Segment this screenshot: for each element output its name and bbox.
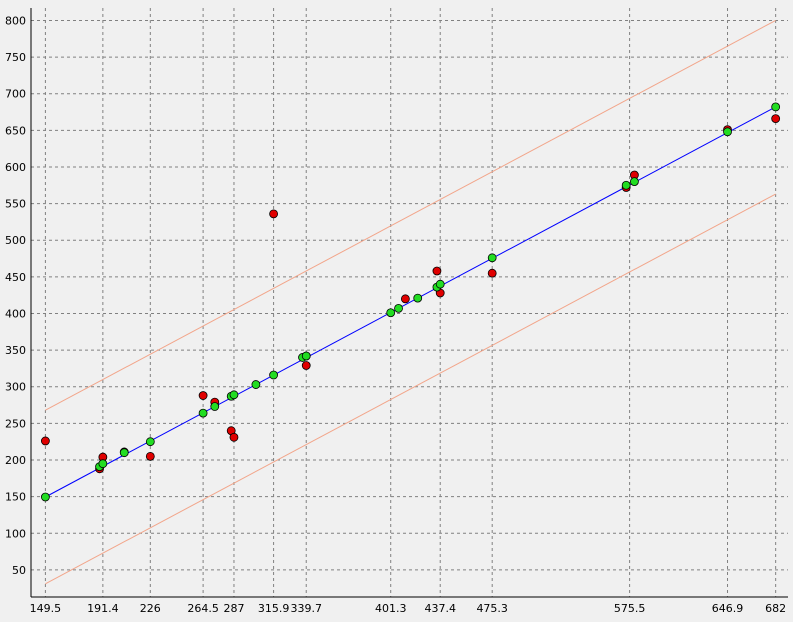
predicted-point: [413, 293, 423, 303]
x-tick-label: 682: [765, 602, 786, 615]
axes: [30, 8, 788, 598]
predicted-point: [435, 279, 445, 289]
predicted-point: [229, 390, 239, 400]
predicted-point: [487, 253, 497, 263]
x-tick-label: 437.4: [424, 602, 456, 615]
observed-point: [198, 391, 208, 400]
y-tick-label: 450: [5, 271, 26, 284]
x-tick-label: 287: [223, 602, 244, 615]
predicted-point: [301, 351, 311, 361]
predicted-point: [210, 402, 220, 411]
y-tick-label: 100: [5, 527, 26, 540]
x-tick-label: 575.5: [614, 602, 646, 615]
observed-point: [432, 266, 442, 276]
observed-point: [229, 432, 239, 442]
y-tick-label: 800: [5, 14, 26, 27]
predicted-point: [621, 180, 631, 190]
tick-labels: 50 100 150 200 250 300 350 400 450 500 550 600 650 70…: [5, 14, 786, 615]
observed-point: [487, 268, 497, 278]
predicted-point: [394, 303, 403, 313]
y-tick-label: 750: [5, 51, 26, 64]
predicted-point: [723, 127, 732, 137]
predicted-point: [145, 437, 155, 447]
observed-point: [269, 209, 278, 219]
y-tick-label: 300: [5, 381, 26, 394]
predicted-point: [119, 448, 129, 458]
x-tick-label: 339.7: [290, 602, 322, 615]
data-points: [40, 102, 781, 502]
x-tick-label: 264.5: [187, 602, 219, 615]
x-tick-label: 149.5: [30, 602, 62, 615]
predicted-point: [251, 380, 261, 389]
predicted-point: [630, 177, 639, 187]
predicted-point: [198, 408, 208, 418]
y-tick-label: 150: [5, 491, 26, 504]
y-tick-label: 700: [5, 88, 26, 101]
y-tick-label: 600: [5, 161, 26, 174]
observed-point: [40, 436, 50, 446]
reference-lines: [45, 20, 776, 585]
y-tick-label: 200: [5, 454, 26, 467]
observed-point: [145, 451, 155, 461]
y-tick-label: 500: [5, 234, 26, 247]
predicted-point: [771, 102, 781, 112]
x-tick-label: 646.9: [712, 602, 744, 615]
y-tick-label: 50: [12, 564, 26, 577]
predicted-point: [98, 459, 108, 469]
observed-point: [400, 294, 410, 304]
y-tick-label: 400: [5, 307, 26, 320]
x-tick-label: 191.4: [87, 602, 119, 615]
x-tick-label: 401.3: [375, 602, 407, 615]
x-tick-label: 315.9: [258, 602, 290, 615]
predicted-point: [386, 308, 396, 318]
upper-band-line: [45, 20, 776, 411]
observed-point: [771, 114, 781, 124]
x-tick-label: 475.3: [476, 602, 508, 615]
observed-point: [301, 361, 311, 370]
predicted-point: [269, 370, 278, 380]
y-tick-label: 650: [5, 124, 26, 137]
lower-band-line: [45, 193, 776, 585]
x-tick-label: 226: [140, 602, 161, 615]
y-tick-label: 250: [5, 417, 26, 430]
y-tick-label: 350: [5, 344, 26, 357]
predicted-point: [40, 492, 50, 502]
fit-line: [45, 106, 776, 498]
y-tick-label: 550: [5, 198, 26, 211]
